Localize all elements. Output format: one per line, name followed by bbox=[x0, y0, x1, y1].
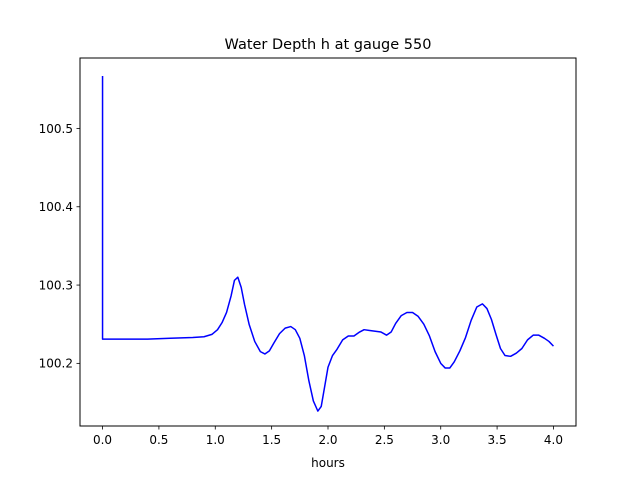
y-tick-label: 100.5 bbox=[39, 122, 73, 136]
series-line-0 bbox=[101, 76, 554, 412]
axes-frame bbox=[79, 57, 577, 427]
x-tick-label: 3.0 bbox=[431, 433, 450, 447]
y-tick-label: 100.4 bbox=[39, 200, 73, 214]
x-axis: 0.0 0.5 1.0 1.5 2.0 2.5 3.0 3.5 4.0 bbox=[93, 426, 563, 447]
x-tick-label: 1.0 bbox=[206, 433, 225, 447]
x-axis-label: hours bbox=[311, 456, 345, 470]
y-tick-label: 100.2 bbox=[39, 357, 73, 371]
x-tick-label: 0.0 bbox=[93, 433, 112, 447]
y-tick-label: 100.3 bbox=[39, 278, 73, 292]
x-tick-label: 4.0 bbox=[544, 433, 563, 447]
x-tick-label: 2.0 bbox=[318, 433, 337, 447]
x-tick-label: 1.5 bbox=[262, 433, 281, 447]
plot-area bbox=[101, 76, 554, 412]
y-axis: 100.2 100.3 100.4 100.5 bbox=[39, 122, 80, 371]
x-tick-label: 2.5 bbox=[375, 433, 394, 447]
x-tick-label: 0.5 bbox=[149, 433, 168, 447]
x-tick-label: 3.5 bbox=[488, 433, 507, 447]
chart-title: Water Depth h at gauge 550 bbox=[225, 37, 432, 53]
